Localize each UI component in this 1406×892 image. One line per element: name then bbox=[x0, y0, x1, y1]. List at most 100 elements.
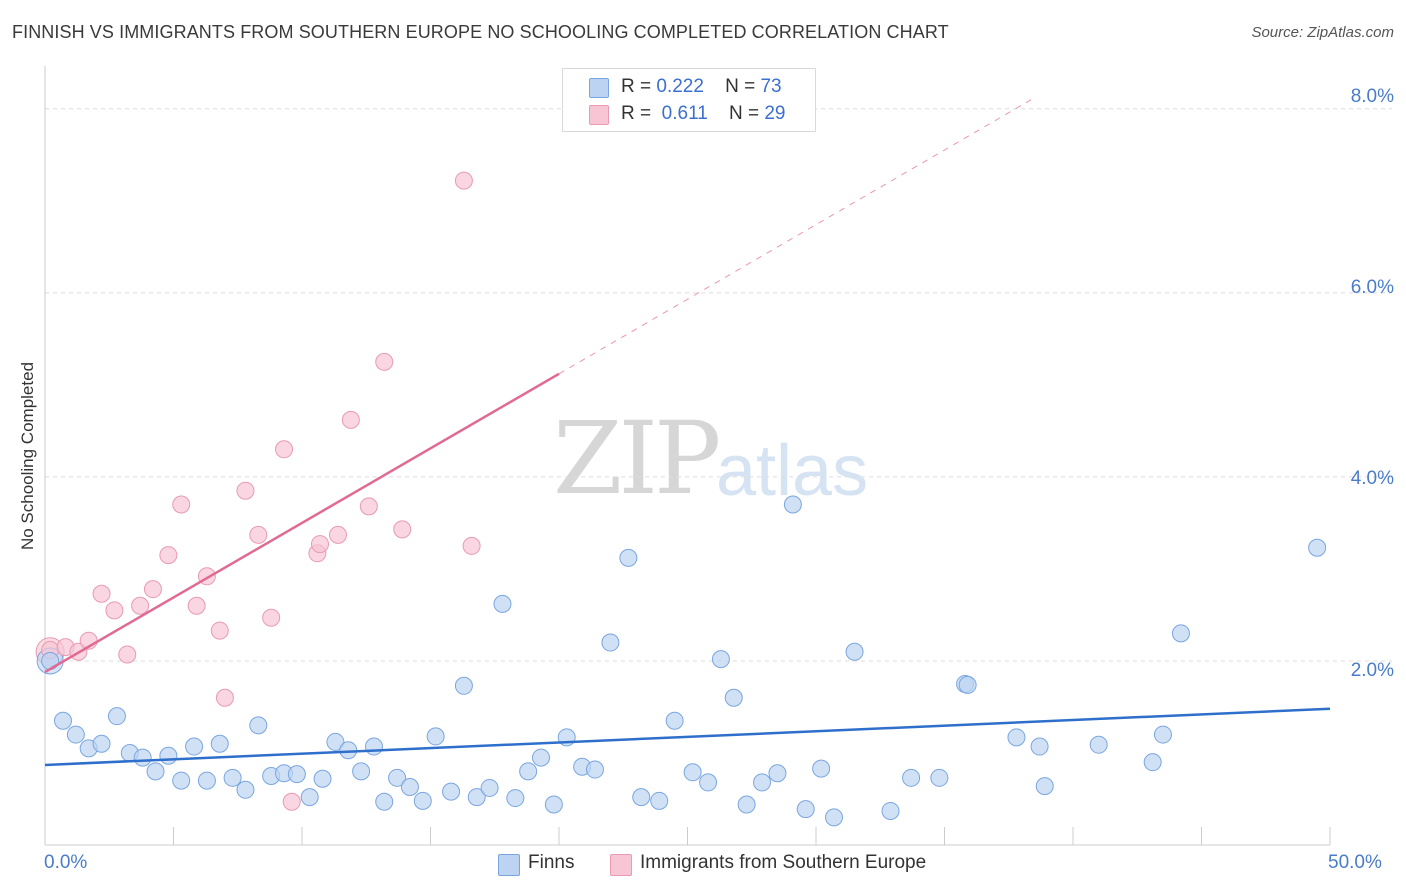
finns-point bbox=[699, 773, 718, 792]
immigrants-point bbox=[215, 688, 234, 707]
immigrants-n-label: N = bbox=[728, 103, 760, 124]
finns-point bbox=[1030, 737, 1049, 756]
finns-point bbox=[532, 748, 551, 767]
immigrants-point bbox=[249, 525, 268, 544]
immigrants-point bbox=[462, 536, 481, 555]
finns-point bbox=[133, 748, 152, 767]
immigrants-point bbox=[210, 621, 229, 640]
finns-point bbox=[1171, 624, 1190, 643]
finns-point bbox=[467, 788, 486, 807]
finns-point bbox=[66, 725, 85, 744]
finns-point bbox=[210, 734, 229, 753]
finns-point bbox=[753, 773, 772, 792]
finns-point bbox=[326, 732, 345, 751]
finns-point bbox=[544, 795, 563, 814]
immigrants-point bbox=[92, 584, 111, 603]
finns-point bbox=[632, 788, 651, 807]
finns-point bbox=[249, 716, 268, 735]
immigrants-trend-line bbox=[44, 372, 560, 674]
finns-point bbox=[92, 734, 111, 753]
finns-point bbox=[1007, 728, 1026, 747]
finns-point bbox=[426, 727, 445, 746]
finns-point bbox=[601, 633, 620, 652]
y-tick-label-2: 2.0% bbox=[1350, 660, 1394, 681]
finns-point bbox=[107, 707, 126, 726]
finns-point bbox=[300, 788, 319, 807]
x-tick-label-0: 0.0% bbox=[44, 852, 88, 873]
finns-point bbox=[364, 737, 383, 756]
correlation-legend: R = 0.222 N = 73 R = 0.611 N = 29 bbox=[562, 68, 816, 132]
immigrants-point bbox=[375, 352, 394, 371]
immigrants-point bbox=[282, 792, 301, 811]
finns-point bbox=[172, 771, 191, 790]
finns-point bbox=[413, 791, 432, 810]
finns-point bbox=[683, 763, 702, 782]
finns-point bbox=[737, 795, 756, 814]
immigrants-point bbox=[143, 580, 162, 599]
finns-legend-label: Finns bbox=[528, 852, 575, 873]
finns-r-value: 0.222 bbox=[656, 76, 704, 97]
finns-point bbox=[768, 764, 787, 783]
finns-point bbox=[313, 769, 332, 788]
finns-point bbox=[930, 768, 949, 787]
finns-point bbox=[1035, 777, 1054, 796]
immigrants-r-label: R = bbox=[621, 103, 652, 124]
immigrants-legend-swatch bbox=[610, 854, 632, 876]
immigrants-point bbox=[275, 440, 294, 459]
finns-point bbox=[881, 801, 900, 820]
finns-r-label: R = bbox=[621, 76, 652, 97]
immigrants-point bbox=[131, 596, 150, 615]
finns-point bbox=[287, 765, 306, 784]
finns-point bbox=[236, 780, 255, 799]
immigrants-legend-label: Immigrants from Southern Europe bbox=[640, 852, 927, 873]
finns-point bbox=[53, 711, 72, 730]
immigrants-point bbox=[187, 596, 206, 615]
y-tick-label-4: 4.0% bbox=[1350, 468, 1394, 489]
immigrants-point bbox=[172, 495, 191, 514]
immigrants-swatch bbox=[589, 105, 609, 125]
immigrants-point bbox=[341, 410, 360, 429]
immigrants-r-value: 0.611 bbox=[661, 103, 708, 124]
finns-point bbox=[1308, 538, 1327, 557]
finns-point bbox=[352, 762, 371, 781]
finns-point bbox=[159, 746, 178, 765]
finns-point bbox=[1089, 735, 1108, 754]
finns-point bbox=[958, 675, 977, 694]
finns-point bbox=[812, 759, 831, 778]
finns-point bbox=[442, 782, 461, 801]
finns-point bbox=[375, 792, 394, 811]
finns-point bbox=[1143, 753, 1162, 772]
finns-point bbox=[197, 771, 216, 790]
immigrants-n-value: 29 bbox=[764, 103, 786, 124]
finns-point bbox=[783, 495, 802, 514]
immigrants-point bbox=[359, 497, 378, 516]
finns-point bbox=[650, 791, 669, 810]
immigrants-point bbox=[328, 525, 347, 544]
finns-point bbox=[1153, 725, 1172, 744]
immigrants-point bbox=[393, 520, 412, 539]
immigrants-trend-extension bbox=[558, 97, 1035, 375]
watermark-zip: ZIP bbox=[553, 400, 721, 517]
immigrants-point bbox=[454, 171, 473, 190]
finns-n-label: N = bbox=[725, 76, 756, 97]
finns-point bbox=[665, 711, 684, 730]
y-tick-label-6: 6.0% bbox=[1350, 277, 1394, 298]
finns-point bbox=[146, 762, 165, 781]
x-tick-label-50: 50.0% bbox=[1328, 852, 1382, 873]
immigrants-point bbox=[310, 535, 329, 554]
finns-point bbox=[493, 594, 512, 613]
finns-point bbox=[223, 768, 242, 787]
immigrants-point bbox=[236, 481, 255, 500]
chart-title: FINNISH VS IMMIGRANTS FROM SOUTHERN EURO… bbox=[12, 22, 949, 42]
finns-point bbox=[185, 737, 204, 756]
immigrants-point bbox=[159, 546, 178, 565]
finns-point bbox=[454, 676, 473, 695]
finns-point bbox=[902, 768, 921, 787]
finns-point bbox=[824, 808, 843, 827]
finns-point bbox=[506, 789, 525, 808]
finns-point bbox=[480, 778, 499, 797]
finns-point bbox=[619, 548, 638, 567]
immigrants-point bbox=[118, 645, 137, 664]
immigrants-point bbox=[262, 608, 281, 627]
